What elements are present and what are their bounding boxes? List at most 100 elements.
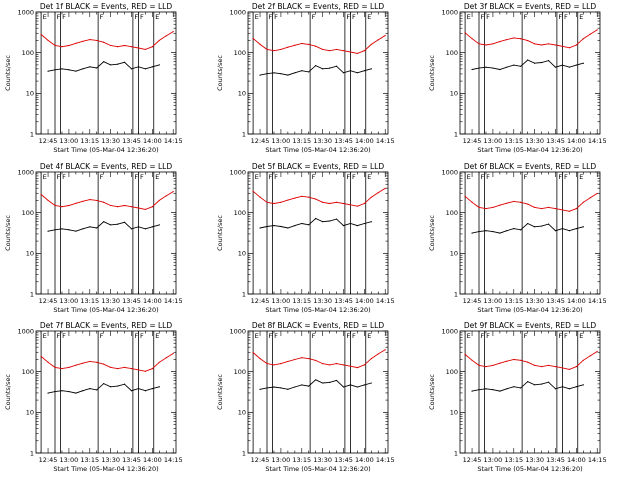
events-series-line-point — [280, 225, 282, 228]
lld-series-line-point — [328, 202, 331, 205]
y-tick-label: 1000 — [441, 8, 458, 16]
event-marker-label: E — [255, 332, 259, 340]
events-series-line-point — [561, 64, 564, 66]
lld-series-line-point — [301, 195, 303, 197]
events-series-line-point — [363, 70, 365, 72]
lld-series-line-point — [561, 209, 564, 211]
events-series-line-point — [287, 74, 289, 76]
events-series-line-point — [47, 392, 49, 394]
lld-series-line-point — [534, 43, 536, 45]
x-tick-label: 13:00 — [272, 456, 291, 464]
events-series-line-point — [513, 386, 515, 388]
events-series-line-point — [478, 67, 480, 69]
panel-title: Det 7f BLACK = Events, RED = LLD — [40, 321, 173, 330]
lld-series-line-point — [151, 367, 153, 370]
x-axis-label: Start Time (05-Mar-04 12:36:20) — [53, 146, 158, 154]
event-marker-label: F — [100, 332, 104, 340]
events-series-line-point — [370, 221, 372, 223]
events-series-line-point — [513, 64, 515, 66]
lld-series-line-point — [335, 201, 338, 203]
y-tick-label: 1000 — [229, 8, 246, 16]
x-tick-label: 14:15 — [588, 456, 607, 464]
events-series-line-point — [506, 66, 508, 68]
x-tick-label: 14:15 — [376, 456, 395, 464]
events-series-line-point — [499, 390, 501, 392]
events-series-line-point — [540, 61, 543, 64]
events-series-line-point — [478, 231, 480, 233]
lld-series-line-point — [82, 40, 84, 42]
lld-series-line-point — [377, 353, 379, 355]
panel-title: Det 8f BLACK = Events, RED = LLD — [252, 321, 385, 330]
lld-series-line-point — [575, 207, 577, 210]
plot-frame — [247, 11, 389, 135]
events-series-line-point — [582, 62, 584, 64]
events-series-line-point — [322, 382, 324, 384]
lld-series-line-point — [499, 41, 501, 43]
events-series-line-point — [96, 389, 98, 391]
events-series-line-point — [123, 383, 126, 385]
lld-series-line-point — [259, 43, 261, 45]
lld-series-line-point — [349, 204, 352, 206]
events-series-line-point — [575, 386, 577, 388]
events-series-line-point — [322, 68, 324, 70]
lld-series-line-point — [123, 366, 126, 368]
x-tick-label: 13:15 — [504, 456, 523, 464]
y-tick-label: 100 — [446, 209, 458, 217]
events-series-line-point — [103, 61, 105, 63]
x-axis-label: Start Time (05-Mar-04 12:36:20) — [265, 306, 370, 314]
events-series-line-point — [520, 387, 522, 389]
events-series-line-point — [534, 62, 536, 64]
x-tick-label: 13:15 — [504, 297, 523, 305]
events-series-line-point — [116, 223, 119, 225]
events-series-line — [260, 217, 372, 229]
events-series-line-point — [75, 70, 77, 72]
events-series-line-point — [130, 228, 133, 230]
events-series-line-point — [103, 221, 105, 223]
lld-series-line-point — [315, 359, 317, 362]
events-series-line-point — [328, 67, 331, 69]
x-tick-label: 12:45 — [39, 456, 58, 464]
lld-series-line-point — [103, 363, 105, 365]
events-series-line — [48, 383, 160, 394]
lld-series-line-point — [547, 364, 550, 367]
x-tick-label: 13:30 — [313, 456, 332, 464]
events-series-line-point — [130, 68, 133, 70]
events-series-line — [260, 379, 372, 390]
lld-series-line-point — [110, 366, 112, 368]
panel-title: Det 5f BLACK = Events, RED = LLD — [252, 162, 385, 171]
lld-series-line-point — [123, 204, 126, 207]
events-series-line-point — [287, 227, 289, 229]
lld-series-line-point — [370, 357, 372, 360]
event-marker-label: F — [269, 332, 273, 340]
events-series-line-point — [547, 223, 550, 225]
events-series-line-point — [485, 230, 487, 232]
event-marker-label: F — [564, 13, 568, 21]
events-series-line-point — [158, 64, 160, 66]
event-marker-label: F — [134, 13, 138, 21]
detector-panel: Det 3f BLACK = Events, RED = LLD 1 10 100 10… — [428, 2, 607, 154]
lld-series-line-point — [499, 362, 501, 364]
x-tick-label: 13:00 — [272, 137, 291, 145]
lld-series-line-point — [335, 48, 338, 51]
lld-series-line-point — [478, 43, 480, 45]
lld-series-line-point — [384, 349, 386, 351]
detector-panel: Det 6f BLACK = Events, RED = LLD 1 10 100 10… — [428, 162, 607, 314]
y-tick-label: 10 — [26, 409, 34, 417]
lld-series-line — [40, 191, 174, 210]
lld-series-line-point — [252, 352, 254, 354]
events-series-line-point — [471, 232, 473, 234]
lld-series-line-point — [116, 206, 119, 208]
x-tick-label: 13:45 — [122, 456, 141, 464]
events-series-line-point — [356, 225, 359, 227]
lld-series-line-point — [575, 366, 577, 368]
x-tick-label: 13:45 — [334, 297, 353, 305]
events-series-line-point — [356, 386, 359, 388]
events-series-line-point — [294, 386, 296, 388]
events-series-line-point — [527, 222, 529, 225]
lld-series-line-point — [54, 366, 56, 368]
x-tick-label: 13:30 — [525, 297, 544, 305]
event-marker-label: E — [43, 332, 47, 340]
events-series-line-point — [335, 218, 338, 220]
event-marker-label: E — [367, 13, 371, 21]
x-tick-label: 12:45 — [39, 297, 58, 305]
